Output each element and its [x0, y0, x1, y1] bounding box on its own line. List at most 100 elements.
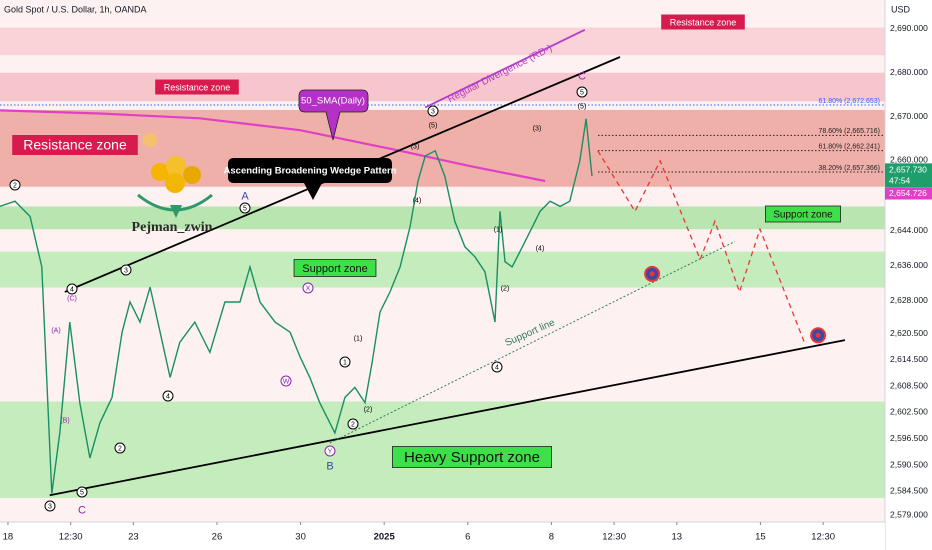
x-tick-label: 6 — [465, 532, 470, 543]
currency: USD — [891, 4, 911, 14]
sma-callout — [298, 89, 369, 141]
wave-label: (B) — [60, 417, 69, 424]
sma-line — [0, 109, 546, 183]
zone-label: Support zone — [773, 210, 833, 221]
trendline — [329, 241, 736, 444]
wave-label: (2) — [364, 406, 373, 413]
zone-label-box — [391, 446, 552, 468]
last-price: 2,657.730 — [889, 165, 927, 175]
y-tick-label: 2,590.500 — [890, 459, 928, 469]
wave-label: (4) — [413, 197, 422, 204]
trendline — [49, 339, 846, 497]
zone — [0, 251, 885, 288]
y-tick-label: 2,636.000 — [890, 260, 928, 270]
y-tick-label: 2,644.000 — [890, 225, 928, 235]
wave-label: Y — [328, 448, 333, 455]
y-tick-label: 2,579.000 — [890, 510, 928, 520]
x-tick-label: 30 — [295, 532, 306, 543]
wave-label: (1) — [494, 226, 503, 233]
wave-label: W — [283, 378, 290, 385]
time-axis — [0, 522, 885, 550]
wave-circle — [120, 264, 132, 276]
trendline — [424, 28, 586, 109]
logo-nugget — [151, 163, 169, 181]
wave-label: (1) — [354, 335, 363, 342]
author: Pejman_zwin — [132, 220, 213, 235]
target-center — [649, 271, 655, 277]
wave-circle — [44, 500, 56, 512]
wave-label: (2) — [501, 285, 510, 292]
zone-label-box — [661, 14, 745, 30]
y-tick-label: 2,614.500 — [890, 354, 928, 364]
wave-label: 1 — [343, 359, 347, 366]
zone — [0, 110, 885, 187]
wave-label: 4 — [166, 393, 170, 400]
chart-title: Gold Spot / U.S. Dollar, 1h, OANDA — [4, 4, 147, 14]
wave-label: B — [326, 460, 333, 472]
wave-label: (5) — [578, 103, 587, 110]
zone — [0, 72, 885, 102]
fib-label: 78.60% (2,665.716) — [819, 128, 881, 135]
wave-circle — [576, 86, 588, 98]
wave-label: A — [241, 190, 249, 202]
y-tick-label: 2,620.500 — [890, 328, 928, 338]
wave-label: (5) — [429, 122, 438, 129]
price-axis — [885, 0, 932, 550]
x-tick-label: 12:30 — [811, 532, 835, 543]
y-tick-label: 2,670.000 — [890, 111, 928, 121]
fib-label: 38.20% (2,657.366) — [819, 165, 881, 172]
wave-circle — [280, 375, 292, 387]
wave-label: 3 — [48, 503, 52, 510]
zone-label: Heavy Support zone — [404, 449, 540, 466]
x-tick-label: 2025 — [374, 532, 396, 543]
wedge-callout — [228, 158, 392, 200]
zone-label: Resistance zone — [670, 17, 737, 27]
projection — [597, 150, 806, 345]
x-tick-label: 15 — [755, 532, 766, 543]
y-tick-label: 2,628.000 — [890, 295, 928, 305]
zone-label-box — [155, 79, 239, 95]
wave-label: 3 — [124, 267, 128, 274]
price-line — [0, 118, 593, 494]
wave-label: 4 — [70, 286, 74, 293]
wave-circle — [302, 282, 314, 294]
wave-label: X — [306, 285, 311, 292]
fib-label: 61.80% (2,672.653) — [819, 98, 881, 105]
wedge-callout-text: Ascending Broadening Wedge Pattern — [224, 166, 397, 177]
zone-label-box — [12, 135, 138, 155]
logo: Pejman_zwin — [132, 133, 213, 235]
wave-label: (C) — [67, 295, 77, 302]
countdown: 47:54 — [889, 176, 911, 186]
x-tick-label: 26 — [212, 532, 223, 543]
wave-circle — [9, 179, 21, 191]
wave-circle — [347, 418, 359, 430]
wave-circle — [239, 202, 251, 214]
x-tick-label: 12:30 — [602, 532, 626, 543]
wave-label: 5 — [580, 89, 584, 96]
wave-label: 5 — [80, 489, 84, 496]
zone-label-box — [765, 205, 842, 223]
y-tick-label: 2,680.000 — [890, 67, 928, 77]
wave-label: 3 — [431, 108, 435, 115]
y-tick-label: 2,584.500 — [890, 486, 928, 496]
wave-label: (3) — [533, 125, 542, 132]
wave-label: 2 — [13, 182, 17, 189]
zone-label: Resistance zone — [164, 82, 231, 92]
fib-label: 61.80% (2,662.241) — [819, 143, 881, 150]
wave-circle — [66, 283, 78, 295]
sma-price: 2,654.726 — [889, 188, 927, 198]
last-price-box — [885, 163, 932, 188]
wave-label: 4 — [495, 364, 499, 371]
wave-circle — [427, 105, 439, 117]
wave-label: 2 — [351, 421, 355, 428]
logo-arrow — [170, 205, 182, 218]
y-tick-label: 2,602.500 — [890, 407, 928, 417]
wave-label: (A) — [51, 327, 60, 334]
wave-circle — [324, 445, 336, 457]
logo-nugget — [166, 156, 186, 176]
logo-nugget — [165, 173, 185, 193]
logo-nugget — [183, 166, 201, 184]
x-tick-label: 13 — [672, 532, 683, 543]
wave-label: 2 — [118, 445, 122, 452]
